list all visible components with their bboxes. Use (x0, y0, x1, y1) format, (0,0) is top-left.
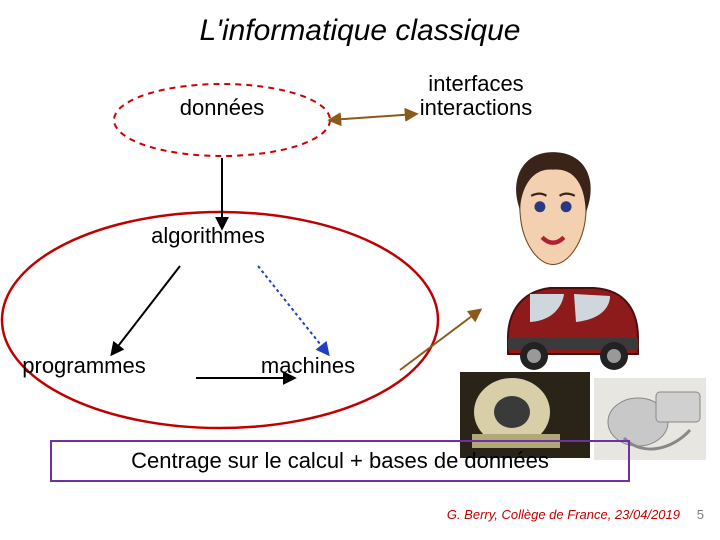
node-programmes: programmes (22, 353, 145, 379)
node-machines: machines (261, 353, 355, 379)
algo-to-machines (258, 266, 328, 354)
page-number: 5 (697, 507, 704, 522)
interfaces-line2: interactions (420, 96, 533, 120)
node-donnees: données (180, 95, 264, 121)
credit-line: G. Berry, Collège de France, 23/04/2019 (447, 507, 680, 522)
red-car-illustration (490, 268, 650, 376)
slide-title: L'informatique classique (0, 14, 720, 48)
donnees-to-interfaces (330, 114, 416, 120)
woman-face-illustration (498, 150, 608, 270)
node-interfaces: interfaces interactions (420, 72, 533, 120)
node-algorithmes: algorithmes (151, 223, 265, 249)
algo-to-programmes (112, 266, 180, 354)
machines-to-images (400, 310, 480, 370)
footer-summary: Centrage sur le calcul + bases de donnée… (50, 440, 630, 482)
interfaces-line1: interfaces (420, 72, 533, 96)
